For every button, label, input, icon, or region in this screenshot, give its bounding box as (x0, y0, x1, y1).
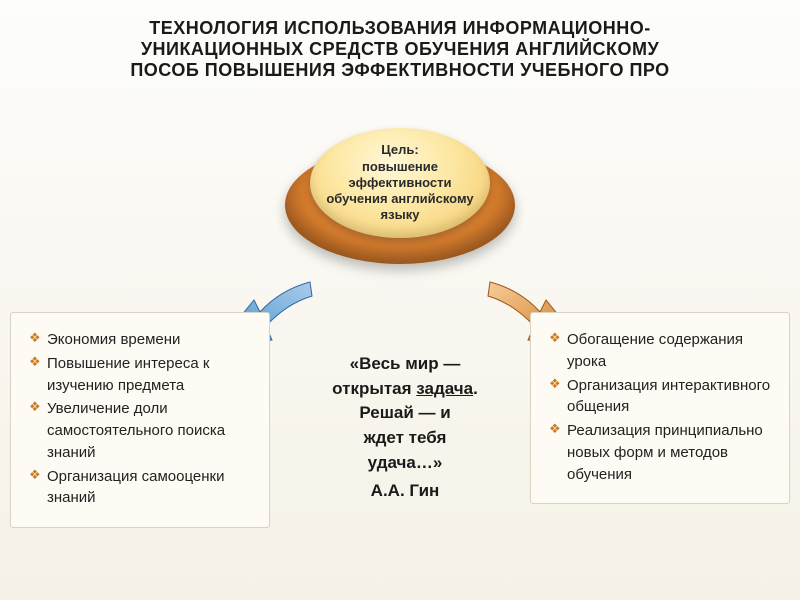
goal-line-3: обучения английскому (326, 191, 473, 206)
left-benefits-list: Экономия времени Повышение интереса к из… (29, 329, 251, 509)
list-item: Организация самооценки знаний (29, 466, 251, 510)
goal-line-2: эффективности (348, 175, 451, 190)
list-item: Организация интерактивного общения (549, 375, 771, 419)
list-item: Экономия времени (29, 329, 251, 351)
goal-line-1: повышение (362, 159, 438, 174)
goal-line-4: языку (381, 207, 420, 222)
quote-line-5: удача…» (300, 451, 510, 476)
title-line-1: ТЕХНОЛОГИЯ ИСПОЛЬЗОВАНИЯ ИНФОРМАЦИОННО- (10, 18, 790, 39)
goal-disc: Цель: повышение эффективности обучения а… (285, 118, 515, 268)
left-benefits-box: Экономия времени Повышение интереса к из… (10, 312, 270, 528)
quote-line-4: ждет тебя (300, 426, 510, 451)
goal-label: Цель: (381, 142, 418, 157)
quote-line-3: Решай — и (300, 401, 510, 426)
list-item: Повышение интереса к изучению предмета (29, 353, 251, 397)
quote-line-1: «Весь мир — (300, 352, 510, 377)
title-line-2: УНИКАЦИОННЫХ СРЕДСТВ ОБУЧЕНИЯ АНГЛИЙСКОМ… (10, 39, 790, 60)
quote-line-2: открытая задача. (300, 377, 510, 402)
quote-block: «Весь мир — открытая задача. Решай — и ж… (300, 352, 510, 504)
right-benefits-list: Обогащение содержания урока Организация … (549, 329, 771, 485)
list-item: Обогащение содержания урока (549, 329, 771, 373)
slide-title: ТЕХНОЛОГИЯ ИСПОЛЬЗОВАНИЯ ИНФОРМАЦИОННО- … (0, 0, 800, 87)
title-line-3: ПОСОБ ПОВЫШЕНИЯ ЭФФЕКТИВНОСТИ УЧЕБНОГО П… (10, 60, 790, 81)
goal-disc-front: Цель: повышение эффективности обучения а… (310, 128, 490, 238)
right-benefits-box: Обогащение содержания урока Организация … (530, 312, 790, 504)
quote-author: А.А. Гин (300, 479, 510, 504)
list-item: Реализация принципиально новых форм и ме… (549, 420, 771, 485)
goal-text: Цель: повышение эффективности обучения а… (326, 142, 473, 223)
list-item: Увеличение доли самостоятельного поиска … (29, 398, 251, 463)
